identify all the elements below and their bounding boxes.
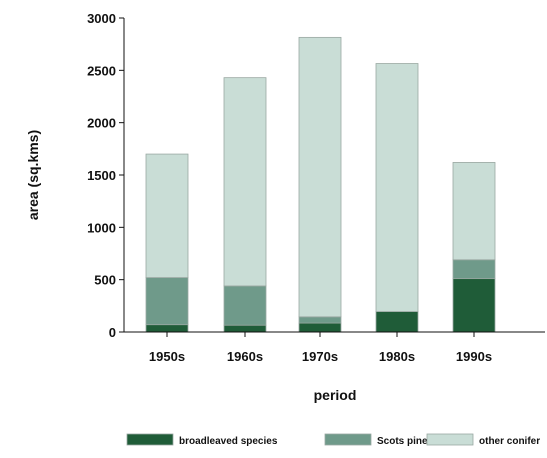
- bar-segment-other-conifer-1980s: [375, 63, 419, 312]
- y-tick-label: 2000: [87, 116, 116, 131]
- legend-swatch-broadleaved-species: [126, 433, 174, 446]
- y-tick-label: 500: [94, 273, 116, 288]
- bar-segment-other-conifer-1950s: [145, 153, 189, 278]
- bar-segment-scots-pine-1970s: [298, 316, 342, 324]
- bar-segment-scots-pine-1960s: [223, 285, 267, 326]
- y-axis-ticks: 0 500 1000 1500 2000 2500 3000: [87, 11, 124, 340]
- legend-swatch-scots-pine: [324, 433, 372, 446]
- legend-label: broadleaved species: [179, 436, 278, 447]
- x-tick-label: 1970s: [302, 349, 338, 364]
- x-tick-label: 1960s: [227, 349, 263, 364]
- legend: broadleaved species Scots pine other conif…: [126, 433, 540, 447]
- y-tick-label: 1000: [87, 220, 116, 235]
- y-tick-label: 1500: [87, 168, 116, 183]
- bar-segment-broadleaved-species-1960s: [223, 324, 267, 333]
- bar-segment-broadleaved-species-1990s: [452, 278, 496, 333]
- y-tick-label: 2500: [87, 63, 116, 78]
- legend-label: Scots pine: [377, 436, 428, 447]
- x-axis-ticks: 1950s 1960s 1970s 1980s 1990s: [149, 332, 492, 364]
- bar-segment-other-conifer-1990s: [452, 162, 496, 261]
- bar-segment-scots-pine-1990s: [452, 259, 496, 280]
- bars-layer: [145, 36, 496, 333]
- bar-segment-broadleaved-species-1980s: [375, 311, 419, 333]
- legend-label: other conifer: [479, 436, 540, 447]
- x-tick-label: 1990s: [456, 349, 492, 364]
- legend-swatch-other-conifer: [426, 433, 474, 446]
- bar-segment-other-conifer-1970s: [298, 36, 342, 318]
- bar-segment-other-conifer-1960s: [223, 77, 267, 287]
- y-tick-label: 0: [109, 325, 116, 340]
- x-axis-label: period: [314, 387, 357, 403]
- x-tick-label: 1980s: [379, 349, 415, 364]
- y-tick-label: 3000: [87, 11, 116, 26]
- bar-segment-scots-pine-1950s: [145, 277, 189, 326]
- x-tick-label: 1950s: [149, 349, 185, 364]
- bar-segment-broadleaved-species-1950s: [145, 324, 189, 333]
- y-axis-label: area (sq.kms): [25, 130, 41, 220]
- bar-segment-broadleaved-species-1970s: [298, 322, 342, 333]
